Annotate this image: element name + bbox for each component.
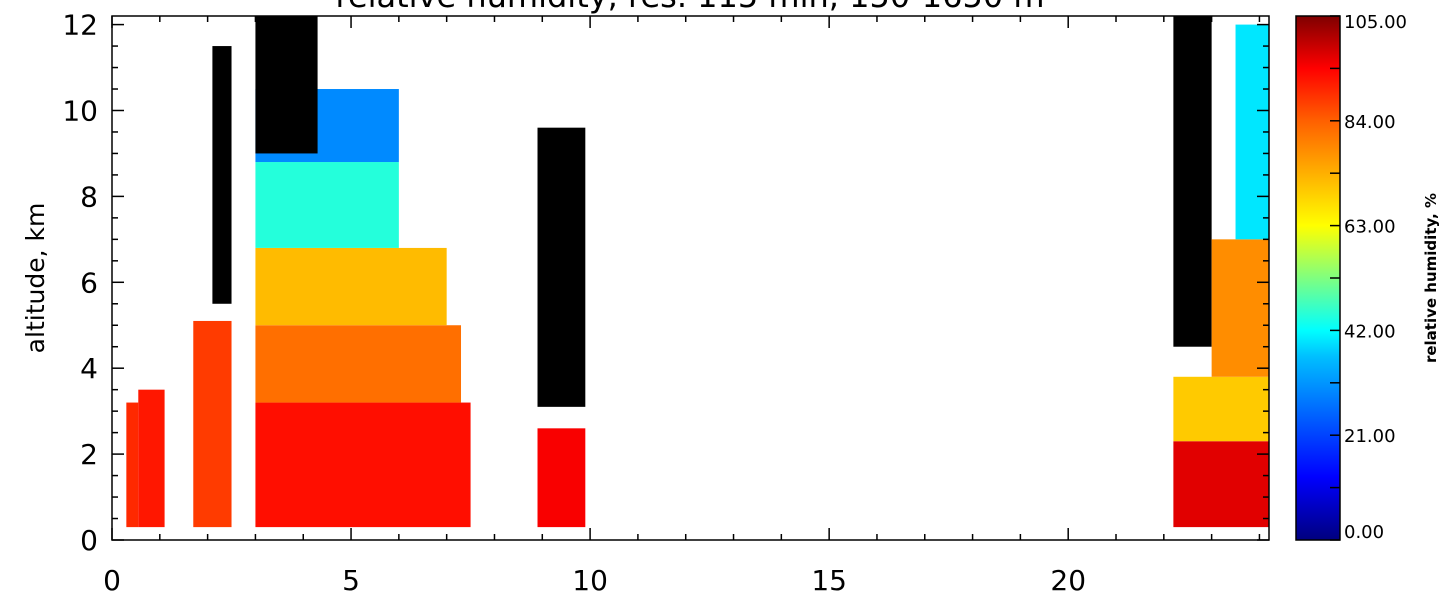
heatmap-cell-14 xyxy=(1173,16,1212,347)
y-tick-label: 6 xyxy=(80,266,98,299)
x-tick-label: 20 xyxy=(1050,564,1086,596)
plot-frame xyxy=(111,15,1270,541)
heatmap-cell-2 xyxy=(193,320,232,528)
x-tick-label: 0 xyxy=(103,564,121,596)
y-tick-label: 10 xyxy=(62,94,98,127)
plot-area xyxy=(126,16,1269,528)
heatmap-cell-0 xyxy=(126,402,139,528)
heatmap-cell-1 xyxy=(138,389,165,528)
colorbar-tick-label: 0.00 xyxy=(1344,522,1384,543)
x-tick-label: 5 xyxy=(342,564,360,596)
y-tick-label: 12 xyxy=(62,9,98,42)
colorbar-tick-label: 105.00 xyxy=(1344,12,1407,33)
heatmap-cell-12 xyxy=(1173,441,1269,528)
colorbar-tick-label: 84.00 xyxy=(1344,112,1396,133)
y-axis-label: altitude, km xyxy=(21,203,50,354)
heatmap-cell-7 xyxy=(255,162,399,248)
heatmap-cell-5 xyxy=(255,325,462,403)
colorbar-ticks: 0.00 21.00 42.00 63.00 84.00 105.00 xyxy=(1330,12,1407,543)
y-tick-label: 2 xyxy=(80,438,98,471)
colorbar-tick-label: 21.00 xyxy=(1344,426,1396,447)
x-tick-label: 15 xyxy=(811,564,847,596)
x-tick-label: 10 xyxy=(572,564,608,596)
y-tick-label: 4 xyxy=(80,352,98,385)
heatmap-cell-4 xyxy=(255,402,471,528)
chart-title: relative humidity, res. 115 min, 150-165… xyxy=(335,0,1044,15)
y-tick-label: 8 xyxy=(80,180,98,213)
y-axis: 0 2 4 6 8 10 12 xyxy=(62,9,1269,557)
heatmap-cell-15 xyxy=(1211,239,1269,377)
heatmap-cell-3 xyxy=(212,46,232,304)
colorbar-label: relative humidity, % xyxy=(1422,193,1440,363)
y-tick-label: 0 xyxy=(80,524,98,557)
x-axis: 0 5 10 15 20 xyxy=(103,16,1261,596)
heatmap-cell-13 xyxy=(1173,376,1269,442)
heatmap-cell-6 xyxy=(255,247,447,326)
colorbar-tick-label: 63.00 xyxy=(1344,217,1396,238)
heatmap-cell-11 xyxy=(537,127,586,407)
heatmap-cell-10 xyxy=(537,428,586,528)
heatmap-cell-9 xyxy=(255,16,318,154)
colorbar-tick-label: 42.00 xyxy=(1344,321,1396,342)
